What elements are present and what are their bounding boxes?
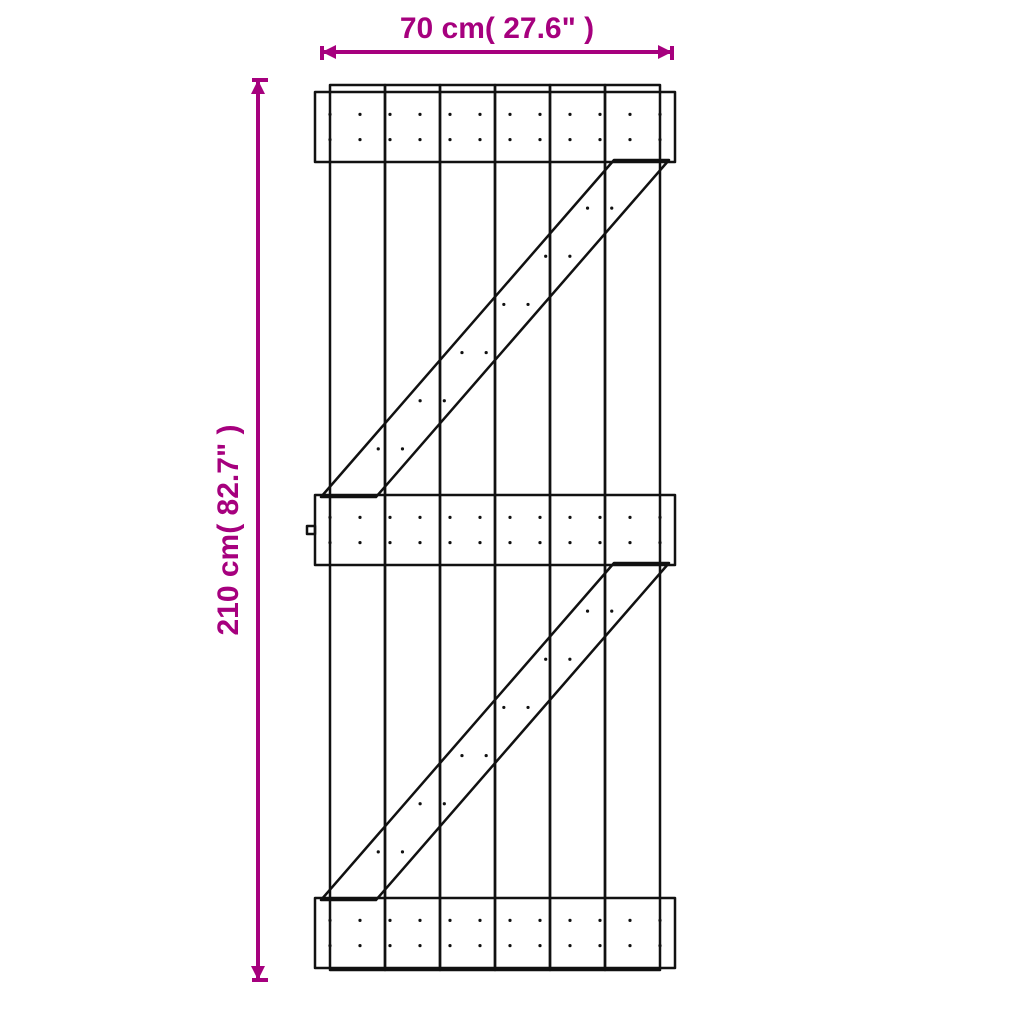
barn-door-diagram [307, 85, 675, 970]
width-dimension-label: 70 cm( 27.6" ) [400, 12, 594, 45]
height-dimension-label: 210 cm( 82.7" ) [212, 424, 245, 635]
